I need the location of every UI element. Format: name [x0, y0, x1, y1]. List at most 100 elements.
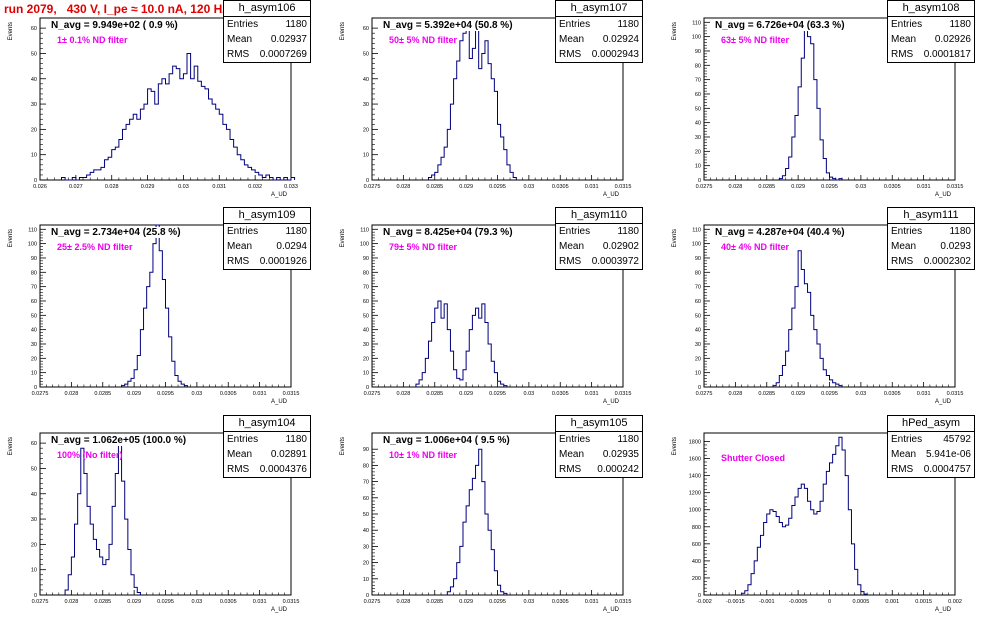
histogram-bin: [180, 79, 184, 180]
x-tick-label: 0.028: [728, 391, 742, 397]
y-tick-label: 40: [363, 77, 369, 83]
stats-value: 0.02935: [602, 449, 639, 460]
y-axis-title: Events: [340, 22, 346, 40]
y-tick-label: 90: [363, 256, 369, 262]
stats-box: h_asym104 Entries 1180 Mean 0.02891 RMS 0.0004…: [223, 415, 311, 478]
x-tick-label: 0.03: [524, 391, 535, 397]
histogram-name: h_asym110: [556, 208, 642, 224]
x-tick-label: 0.001: [885, 599, 899, 605]
histogram-line: [64, 442, 141, 595]
histogram-name: h_asym104: [224, 416, 310, 432]
x-tick-label: -0.001: [759, 599, 775, 605]
x-tick-label: 0.0315: [283, 391, 300, 397]
stats-key: RMS: [891, 464, 914, 475]
stats-value: 1180: [617, 19, 639, 30]
y-tick-label: 50: [363, 51, 369, 57]
stats-value: 0.0004376: [259, 464, 307, 475]
navg-label: N_avg = 1.062e+05 (100.0 %): [50, 435, 188, 446]
histogram-bin: [786, 525, 789, 595]
histogram-bin: [126, 124, 130, 180]
histogram-bin: [804, 488, 807, 595]
stats-row-rms: RMS 0.0003972: [556, 254, 642, 269]
y-tick-label: 70: [363, 285, 369, 291]
histogram-panel: 0.0275 0.028 0.0285 0.029 0.0295 0.03 0.0305 0.…: [664, 0, 996, 207]
x-tick-label: 0.028: [396, 184, 410, 190]
y-tick-label: 90: [31, 256, 37, 262]
stats-row-entries: Entries 45792: [888, 432, 974, 447]
histogram-bin: [112, 150, 116, 180]
x-tick-label: 0.03: [192, 599, 203, 605]
y-tick-label: 30: [31, 517, 37, 523]
x-tick-label: 0.0285: [758, 184, 775, 190]
y-tick-label: 60: [363, 26, 369, 32]
stats-key: RMS: [227, 49, 250, 60]
histogram-bin: [792, 505, 795, 595]
stats-key: Entries: [559, 19, 591, 30]
y-tick-label: 100: [692, 35, 701, 41]
x-tick-label: -0.0005: [789, 599, 808, 605]
navg-label: N_avg = 1.006e+04 ( 9.5 %): [382, 435, 511, 446]
x-tick-label: 0.0285: [426, 184, 443, 190]
y-tick-label: 60: [31, 441, 37, 447]
stats-key: Entries: [227, 226, 259, 237]
y-tick-label: 100: [692, 242, 701, 248]
histogram-line: [121, 224, 188, 387]
y-tick-label: 20: [31, 542, 37, 548]
y-tick-label: 110: [28, 227, 37, 233]
y-tick-label: 100: [360, 242, 369, 248]
histogram-bin: [90, 172, 94, 180]
histogram-bin: [150, 272, 153, 387]
stats-box: h_asym105 Entries 1180 Mean 0.02935 RMS 0.0002…: [555, 415, 643, 478]
histogram-name: h_asym108: [888, 1, 974, 17]
x-tick-label: 0.0315: [947, 391, 964, 397]
stats-key: Mean: [227, 34, 253, 45]
y-tick-label: 80: [31, 270, 37, 276]
x-tick-label: 0.031: [917, 391, 931, 397]
navg-label: N_avg = 5.392e+04 (50.8 %): [382, 20, 514, 31]
stats-value: 1180: [285, 434, 307, 445]
histogram-bin: [148, 89, 152, 180]
x-tick-label: 0.0295: [157, 599, 174, 605]
histogram-bin: [836, 446, 839, 595]
x-tick-label: 0.028: [64, 391, 78, 397]
histogram-bin: [472, 478, 475, 595]
x-tick-label: 0.0275: [696, 184, 713, 190]
y-tick-label: 20: [363, 127, 369, 133]
x-tick-label: 0.0305: [552, 599, 569, 605]
histogram-bin: [808, 501, 811, 595]
histogram-bin: [472, 48, 475, 180]
y-tick-label: 10: [695, 371, 701, 377]
y-tick-label: 20: [695, 356, 701, 362]
histogram-bin: [814, 514, 817, 595]
x-tick-label: 0.0315: [283, 599, 300, 605]
x-tick-label: 0.031: [585, 599, 599, 605]
histogram-line: [446, 448, 508, 595]
y-tick-label: 10: [363, 153, 369, 159]
histogram-panel: 0.0275 0.028 0.0285 0.029 0.0295 0.03 0.0305 0.…: [332, 207, 664, 414]
filter-label: 63± 5% ND filter: [721, 35, 789, 45]
histogram-bin: [776, 517, 779, 595]
y-tick-label: 1200: [689, 491, 701, 497]
y-tick-label: 60: [363, 299, 369, 305]
y-tick-label: 100: [28, 242, 37, 248]
stats-row-mean: Mean 5.941e-06: [888, 447, 974, 462]
stats-row-rms: RMS 0.000242: [556, 462, 642, 477]
y-tick-label: 40: [363, 328, 369, 334]
histogram-bin: [804, 284, 807, 387]
histogram-bin: [166, 84, 170, 180]
histogram-bin: [151, 91, 155, 180]
y-tick-label: 70: [363, 480, 369, 486]
histogram-bin: [479, 318, 482, 387]
stats-key: Mean: [891, 34, 917, 45]
y-tick-label: 90: [363, 447, 369, 453]
histogram-bin: [482, 53, 485, 180]
stats-key: Mean: [227, 449, 253, 460]
x-tick-label: 0.027: [69, 184, 83, 190]
stats-key: Entries: [559, 226, 591, 237]
stats-row-rms: RMS 0.0002302: [888, 254, 974, 269]
x-tick-label: 0.031: [253, 599, 267, 605]
histogram-bin: [155, 104, 159, 180]
x-tick-label: 0.031: [253, 391, 267, 397]
histogram-plot: 0.0275 0.028 0.0285 0.029 0.0295 0.03 0.0305 0.…: [340, 17, 631, 198]
